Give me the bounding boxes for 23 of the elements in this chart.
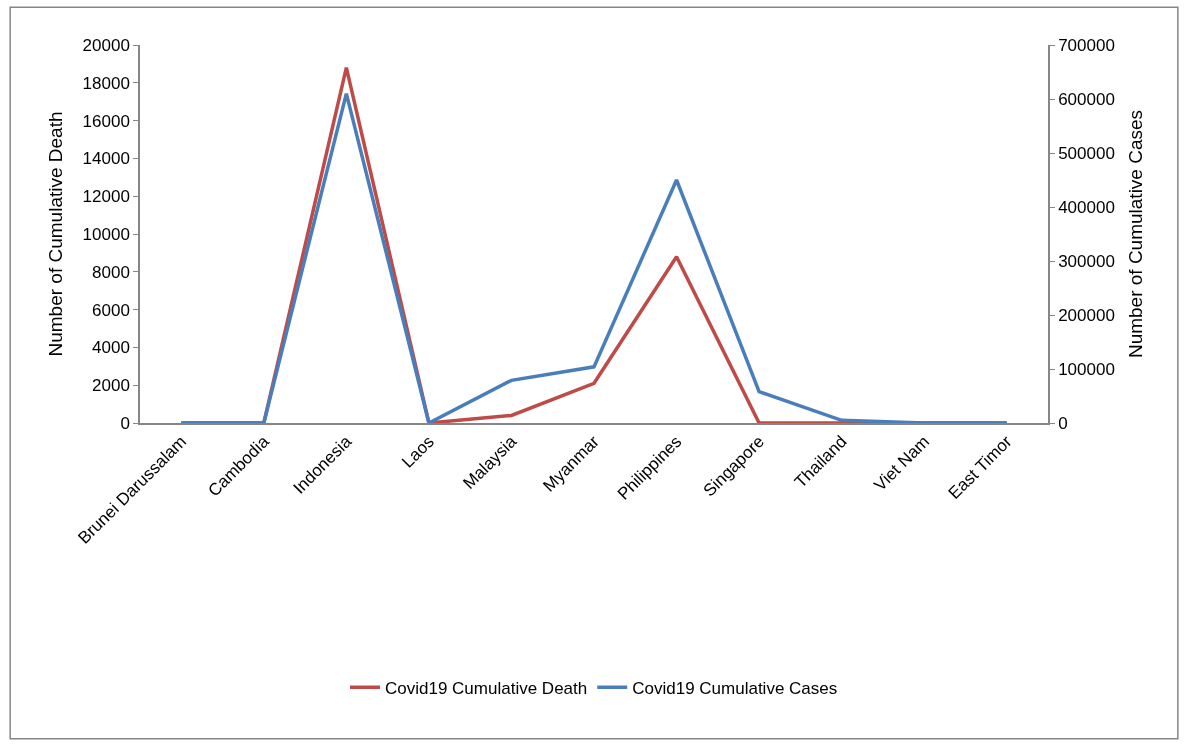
y-tick-label: 2000 (92, 376, 130, 396)
y-tick-label: 14000 (82, 149, 130, 169)
y-tick-label: 16000 (82, 111, 130, 131)
legend-label: Covid19 Cumulative Death (385, 678, 588, 698)
y-axis-title: Number of Cumulative Death (44, 111, 66, 357)
y2-tick-label: 700000 (1058, 35, 1115, 55)
y-tick-label: 4000 (92, 338, 130, 358)
legend-label: Covid19 Cumulative Cases (632, 678, 838, 698)
y2-tick-label: 500000 (1058, 143, 1115, 163)
y2-tick-label: 100000 (1058, 359, 1115, 379)
y-tick-label: 18000 (82, 73, 130, 93)
y-tick-label: 0 (120, 413, 130, 433)
y2-tick-label: 200000 (1058, 305, 1115, 325)
y-tick-label: 6000 (92, 300, 130, 320)
y2-tick-label: 400000 (1058, 197, 1115, 217)
y2-tick-label: 600000 (1058, 89, 1115, 109)
y2-tick-label: 300000 (1058, 251, 1115, 271)
y2-axis-title: Number of Cumulative Cases (1125, 109, 1147, 359)
y-tick-label: 12000 (82, 187, 130, 207)
y-tick-label: 8000 (92, 262, 130, 282)
y-tick-label: 20000 (82, 35, 130, 55)
y2-tick-label: 0 (1058, 413, 1068, 433)
y-tick-label: 10000 (82, 224, 130, 244)
